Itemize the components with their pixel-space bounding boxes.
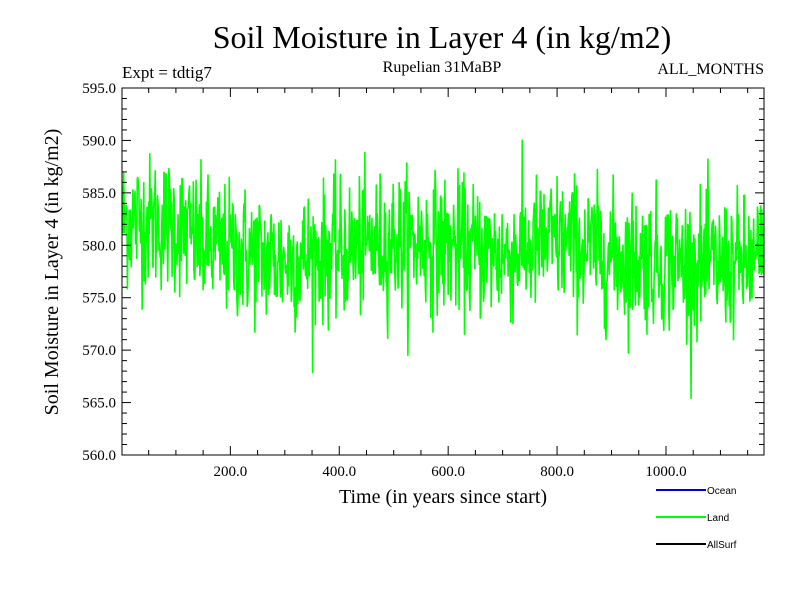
y-tick-label: 560.0 [82, 448, 116, 464]
y-axis-label: Soil Moisture in Layer 4 (in kg/m2) [41, 129, 63, 416]
chart-subtitle: Rupelian 31MaBP [383, 59, 502, 76]
x-tick-labels: 200.0 400.0 600.0 800.0 1000.0 [213, 464, 686, 480]
plot-data-layer [122, 139, 764, 400]
y-tick-label: 585.0 [82, 186, 116, 202]
y-tick-label: 590.0 [82, 133, 116, 149]
x-axis-label: Time (in years since start) [339, 486, 547, 508]
y-tick-label: 570.0 [82, 343, 116, 359]
plot-frame [121, 87, 765, 456]
months-label: ALL_MONTHS [657, 61, 764, 78]
y-tick-label: 580.0 [82, 238, 116, 254]
y-tick-label: 565.0 [82, 396, 116, 412]
series-line-land [122, 139, 764, 400]
x-tick-label: 200.0 [213, 464, 247, 480]
y-tick-label: 595.0 [82, 81, 116, 97]
x-tick-label: 800.0 [540, 464, 574, 480]
x-tick-label: 400.0 [322, 464, 356, 480]
chart-title: Soil Moisture in Layer 4 (in kg/m2) [213, 19, 672, 55]
x-tick-label: 1000.0 [645, 464, 686, 480]
y-tick-label: 575.0 [82, 291, 116, 307]
legend-label-land: Land [707, 513, 729, 524]
experiment-label: Expt = tdtig7 [122, 63, 212, 82]
legend: Ocean Land AllSurf [656, 486, 737, 551]
legend-label-allsurf: AllSurf [707, 540, 737, 551]
axis-ticks [122, 88, 764, 455]
x-tick-label: 600.0 [431, 464, 465, 480]
legend-label-ocean: Ocean [707, 486, 736, 497]
y-tick-labels: 560.0 565.0 570.0 575.0 580.0 585.0 590.0 595.0 [82, 81, 116, 464]
